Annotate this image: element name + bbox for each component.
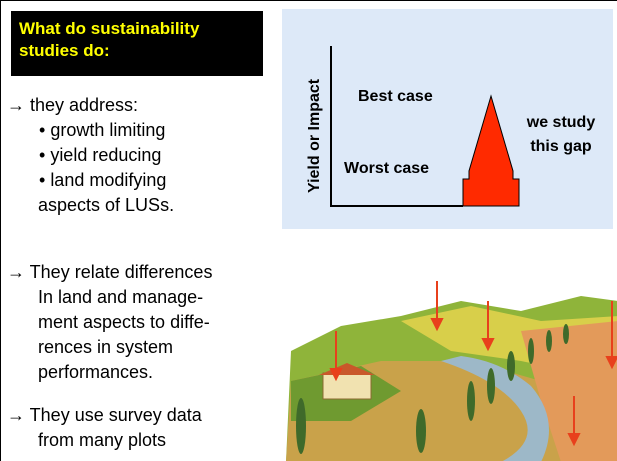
y-axis-label: Yield or Impact (306, 78, 323, 193)
worst-case: Worst case (344, 160, 429, 177)
gap-label: we study (526, 114, 596, 131)
gap-label: this gap (530, 138, 592, 155)
graphics: Yield or Impact Best case Worst case we … (1, 1, 617, 461)
slide: What do sustainability studies do: → the… (0, 0, 617, 461)
best-case: Best case (358, 88, 433, 105)
landscape (286, 281, 617, 461)
